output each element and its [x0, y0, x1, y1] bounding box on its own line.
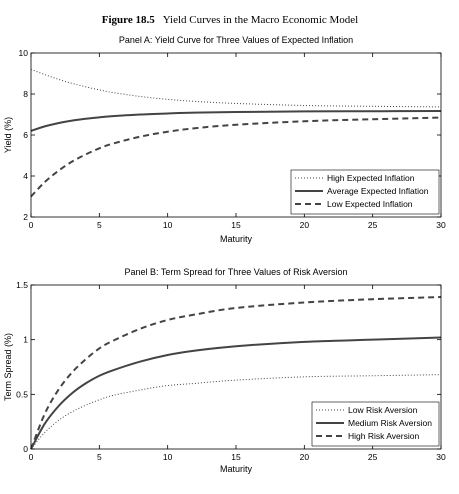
y-tick-label: 8 — [23, 89, 28, 99]
y-tick-label: 1 — [23, 335, 28, 345]
figure-number: Figure 18.5 — [102, 14, 155, 26]
panel-a-plot-frame — [30, 52, 442, 218]
x-tick-label: 20 — [300, 220, 310, 230]
legend-label: High Expected Inflation — [327, 173, 415, 183]
panel-b-y-axis-label: Term Spread (%) — [3, 333, 13, 401]
x-tick-label: 20 — [300, 452, 310, 462]
x-tick-label: 5 — [97, 452, 102, 462]
panel-a-chart: Panel A: Yield Curve for Three Values of… — [3, 35, 446, 244]
figure-caption: Yield Curves in the Macro Economic Model — [163, 14, 359, 26]
x-tick-label: 25 — [368, 452, 378, 462]
panel-a-y-axis-label: Yield (%) — [3, 117, 13, 153]
y-tick-label: 10 — [19, 48, 29, 58]
legend-label: Medium Risk Aversion — [348, 418, 432, 428]
x-tick-label: 15 — [231, 452, 241, 462]
x-tick-label: 10 — [163, 220, 173, 230]
panel-a-title: Panel A: Yield Curve for Three Values of… — [119, 35, 353, 45]
panel-a-x-axis-label: Maturity — [220, 234, 253, 244]
panel-b-plot-frame — [30, 284, 442, 450]
y-tick-label: 0 — [23, 444, 28, 454]
y-tick-label: 1.5 — [16, 280, 28, 290]
series-line-dotted — [30, 68, 442, 108]
legend-label: Average Expected Inflation — [327, 186, 429, 196]
y-tick-label: 0.5 — [16, 389, 28, 399]
panel-b-series — [30, 296, 442, 450]
x-tick-label: 25 — [368, 220, 378, 230]
legend-label: High Risk Aversion — [348, 431, 419, 441]
y-tick-label: 4 — [23, 171, 28, 181]
x-tick-label: 15 — [231, 220, 241, 230]
y-tick-label: 2 — [23, 212, 28, 222]
panel-a-legend: High Expected Inflation Average Expected … — [290, 169, 440, 215]
panel-b-legend: Low Risk Aversion Medium Risk Aversion Hig… — [311, 401, 440, 447]
panel-b-chart: Panel B: Term Spread for Three Values of… — [3, 267, 446, 474]
x-tick-label: 0 — [29, 220, 34, 230]
legend-label: Low Risk Aversion — [348, 405, 418, 415]
series-line-dashed — [30, 116, 442, 198]
series-line-solid — [30, 110, 442, 132]
panel-a-series — [30, 68, 442, 198]
series-line-solid — [30, 336, 442, 450]
x-tick-label: 30 — [436, 220, 446, 230]
panel-b-x-axis-label: Maturity — [220, 464, 253, 474]
legend-label: Low Expected Inflation — [327, 199, 413, 209]
panel-b-title: Panel B: Term Spread for Three Values of… — [125, 267, 348, 277]
y-tick-label: 6 — [23, 130, 28, 140]
x-tick-label: 10 — [163, 452, 173, 462]
x-tick-label: 30 — [436, 452, 446, 462]
x-tick-label: 0 — [29, 452, 34, 462]
x-tick-label: 5 — [97, 220, 102, 230]
figure-title: Figure 18.5 Yield Curves in the Macro Eco… — [102, 14, 358, 26]
